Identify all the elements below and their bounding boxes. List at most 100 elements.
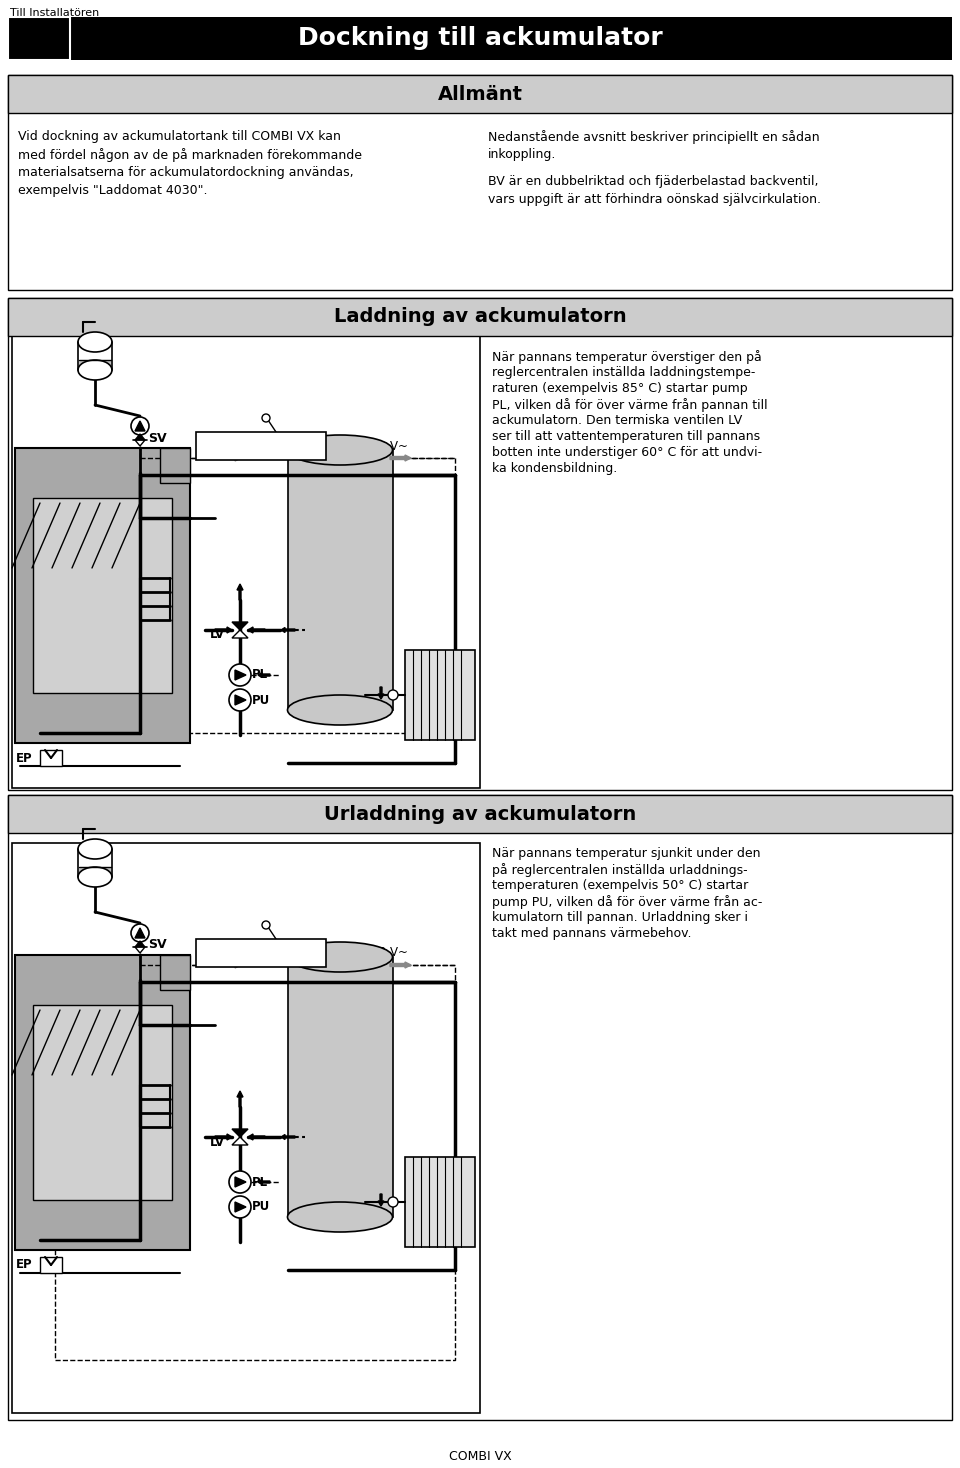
Polygon shape: [235, 694, 246, 705]
Bar: [196, 432, 326, 459]
Polygon shape: [232, 622, 248, 630]
FancyArrow shape: [248, 1133, 265, 1141]
Text: ser till att vattentemperaturen till pannans: ser till att vattentemperaturen till pan…: [492, 430, 760, 443]
FancyArrow shape: [248, 627, 265, 633]
Text: PL: PL: [252, 668, 268, 681]
Bar: [40, 1257, 62, 1273]
Polygon shape: [232, 1129, 248, 1138]
Ellipse shape: [287, 435, 393, 465]
Text: materialsatserna för ackumulatordockning användas,: materialsatserna för ackumulatordockning…: [18, 166, 353, 179]
Text: BV är en dubbelriktad och fjäderbelastad backventil,: BV är en dubbelriktad och fjäderbelastad…: [488, 175, 819, 188]
Bar: [12, 336, 480, 788]
Text: Reglercentral: Reglercentral: [222, 439, 300, 452]
Ellipse shape: [78, 868, 112, 887]
Text: Laddning av ackumulatorn: Laddning av ackumulatorn: [334, 307, 626, 326]
Circle shape: [262, 920, 270, 929]
Bar: [196, 940, 326, 967]
Bar: [405, 1157, 475, 1246]
Polygon shape: [135, 928, 145, 938]
Text: PL, vilken då för över värme från pannan till: PL, vilken då för över värme från pannan…: [492, 398, 768, 413]
Text: på reglercentralen inställda urladdnings-: på reglercentralen inställda urladdnings…: [492, 863, 748, 876]
Bar: [8, 298, 952, 336]
Text: EP: EP: [16, 752, 33, 765]
Ellipse shape: [287, 942, 393, 972]
Text: Ackumulator-
tank: Ackumulator- tank: [299, 1073, 381, 1101]
FancyArrow shape: [378, 1193, 384, 1207]
Text: SV: SV: [148, 432, 167, 445]
Polygon shape: [235, 1177, 246, 1188]
Circle shape: [229, 664, 251, 686]
FancyArrow shape: [220, 962, 241, 967]
Polygon shape: [135, 947, 145, 953]
Text: När pannans temperatur överstiger den på: När pannans temperatur överstiger den på: [492, 349, 761, 364]
Ellipse shape: [287, 1202, 393, 1232]
Ellipse shape: [78, 360, 112, 380]
Bar: [160, 448, 190, 483]
Polygon shape: [232, 630, 248, 639]
Text: med fördel någon av de på marknaden förekommande: med fördel någon av de på marknaden före…: [18, 148, 362, 161]
Bar: [8, 75, 952, 113]
Text: Reglercentral: Reglercentral: [222, 947, 300, 960]
Text: 230 V~: 230 V~: [364, 439, 408, 452]
Text: exempelvis "Laddomat 4030".: exempelvis "Laddomat 4030".: [18, 184, 207, 197]
Polygon shape: [135, 941, 145, 947]
Bar: [8, 18, 70, 60]
Bar: [288, 957, 393, 1217]
Text: PU: PU: [252, 1201, 271, 1214]
Bar: [40, 750, 62, 766]
Text: LV: LV: [210, 628, 225, 642]
FancyArrow shape: [220, 455, 241, 461]
Text: vars uppgift är att förhindra oönskad självcirkulation.: vars uppgift är att förhindra oönskad sj…: [488, 192, 821, 206]
Bar: [12, 843, 480, 1414]
Text: PU: PU: [252, 693, 271, 706]
Text: Nedanstående avsnitt beskriver principiellt en sådan: Nedanstående avsnitt beskriver principie…: [488, 131, 820, 144]
Text: SV: SV: [148, 938, 167, 951]
Circle shape: [388, 1196, 398, 1207]
Polygon shape: [135, 435, 145, 440]
Text: Dockning till ackumulator: Dockning till ackumulator: [298, 26, 662, 50]
Bar: [405, 650, 475, 740]
FancyArrow shape: [237, 1091, 243, 1107]
FancyArrow shape: [258, 1179, 270, 1185]
Polygon shape: [135, 440, 145, 446]
Text: LV: LV: [210, 1136, 225, 1148]
FancyArrow shape: [390, 962, 411, 967]
Polygon shape: [235, 669, 246, 680]
Bar: [15, 448, 190, 743]
Bar: [8, 796, 952, 832]
Circle shape: [131, 923, 149, 942]
Text: 18: 18: [21, 26, 57, 50]
Circle shape: [262, 414, 270, 421]
Text: När pannans temperatur sjunkit under den: När pannans temperatur sjunkit under den: [492, 847, 760, 860]
Bar: [78, 849, 112, 876]
Circle shape: [229, 688, 251, 711]
Bar: [8, 75, 952, 291]
Bar: [8, 18, 952, 60]
Circle shape: [131, 417, 149, 435]
Text: takt med pannans värmebehov.: takt med pannans värmebehov.: [492, 926, 691, 940]
Text: EP: EP: [16, 1258, 33, 1271]
Circle shape: [229, 1196, 251, 1218]
FancyArrow shape: [378, 687, 384, 699]
Circle shape: [388, 690, 398, 700]
Bar: [288, 451, 393, 711]
FancyArrow shape: [390, 455, 411, 461]
Bar: [79, 868, 111, 876]
FancyArrow shape: [237, 584, 243, 600]
Text: Urladdning av ackumulatorn: Urladdning av ackumulatorn: [324, 804, 636, 824]
Text: COMBI VX: COMBI VX: [448, 1450, 512, 1464]
FancyArrow shape: [281, 627, 295, 633]
Text: 230 V~: 230 V~: [364, 947, 408, 960]
Text: reglercentralen inställda laddningstempe-: reglercentralen inställda laddningstempe…: [492, 366, 756, 379]
FancyArrow shape: [310, 962, 331, 967]
Text: raturen (exempelvis 85° C) startar pump: raturen (exempelvis 85° C) startar pump: [492, 382, 748, 395]
FancyArrow shape: [281, 1135, 295, 1139]
Polygon shape: [232, 1138, 248, 1145]
Bar: [8, 796, 952, 1420]
Text: temperaturen (exempelvis 50° C) startar: temperaturen (exempelvis 50° C) startar: [492, 879, 748, 893]
Ellipse shape: [78, 840, 112, 859]
FancyArrow shape: [215, 1133, 232, 1141]
Text: kumulatorn till pannan. Urladdning sker i: kumulatorn till pannan. Urladdning sker …: [492, 912, 748, 923]
Text: ackumulatorn. Den termiska ventilen LV: ackumulatorn. Den termiska ventilen LV: [492, 414, 742, 427]
Ellipse shape: [287, 694, 393, 725]
